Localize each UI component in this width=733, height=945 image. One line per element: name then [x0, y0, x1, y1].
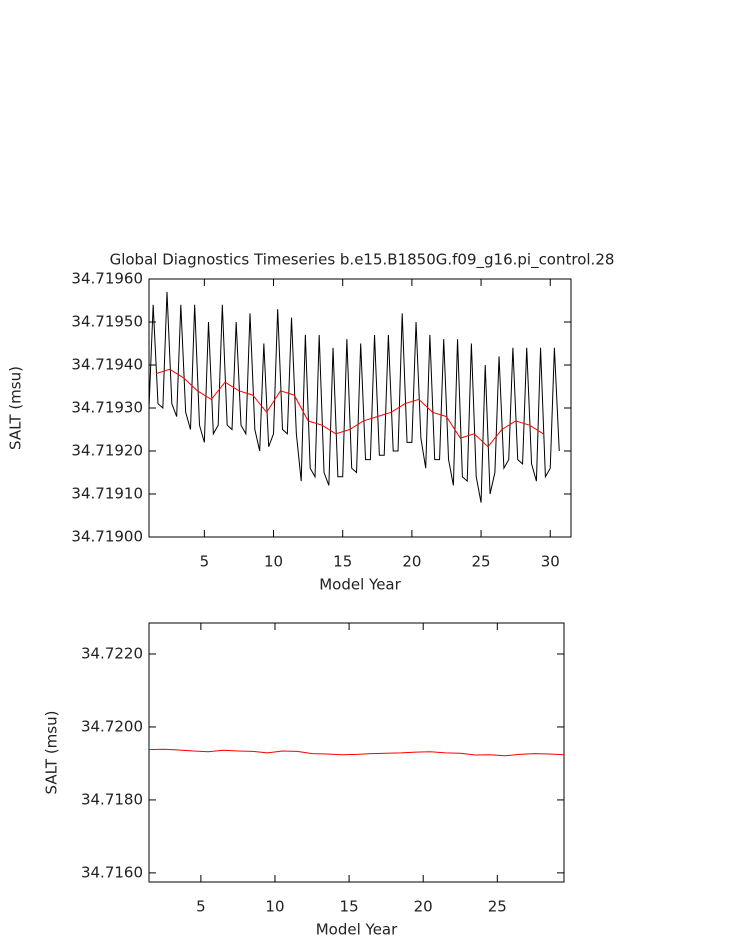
y-tick-label: 34.7180: [81, 790, 143, 808]
y-tick-label: 34.71900: [71, 528, 143, 546]
series-line: [155, 368, 544, 448]
y-axis-label: SALT (msu): [7, 366, 25, 450]
plot-frame: [148, 622, 565, 883]
y-tick-label: 34.7160: [81, 863, 143, 881]
y-tick-label: 34.71910: [71, 485, 143, 503]
x-tick-label: 10: [264, 553, 283, 571]
y-tick-label: 34.71960: [71, 270, 143, 288]
series-line: [148, 291, 560, 503]
x-axis-label: Model Year: [316, 921, 398, 939]
y-tick-label: 34.71940: [71, 356, 143, 374]
y-tick-label: 34.7220: [81, 645, 143, 663]
y-tick-label: 34.71950: [71, 313, 143, 331]
x-tick-label: 5: [200, 553, 210, 571]
y-tick-label: 34.7200: [81, 717, 143, 735]
x-tick-label: 15: [333, 553, 352, 571]
x-tick-label: 25: [472, 553, 491, 571]
x-tick-label: 15: [340, 898, 359, 916]
series-line: [148, 748, 565, 757]
y-axis-label: SALT (msu): [43, 711, 61, 795]
x-tick-label: 30: [541, 553, 560, 571]
x-tick-label: 20: [414, 898, 433, 916]
x-tick-label: 10: [265, 898, 284, 916]
x-tick-label: 25: [488, 898, 507, 916]
x-tick-label: 5: [196, 898, 206, 916]
y-tick-label: 34.71930: [71, 399, 143, 417]
y-tick-label: 34.71920: [71, 442, 143, 460]
x-tick-label: 20: [402, 553, 421, 571]
x-axis-label: Model Year: [319, 576, 401, 594]
chart-title: Global Diagnostics Timeseries b.e15.B185…: [110, 251, 615, 270]
